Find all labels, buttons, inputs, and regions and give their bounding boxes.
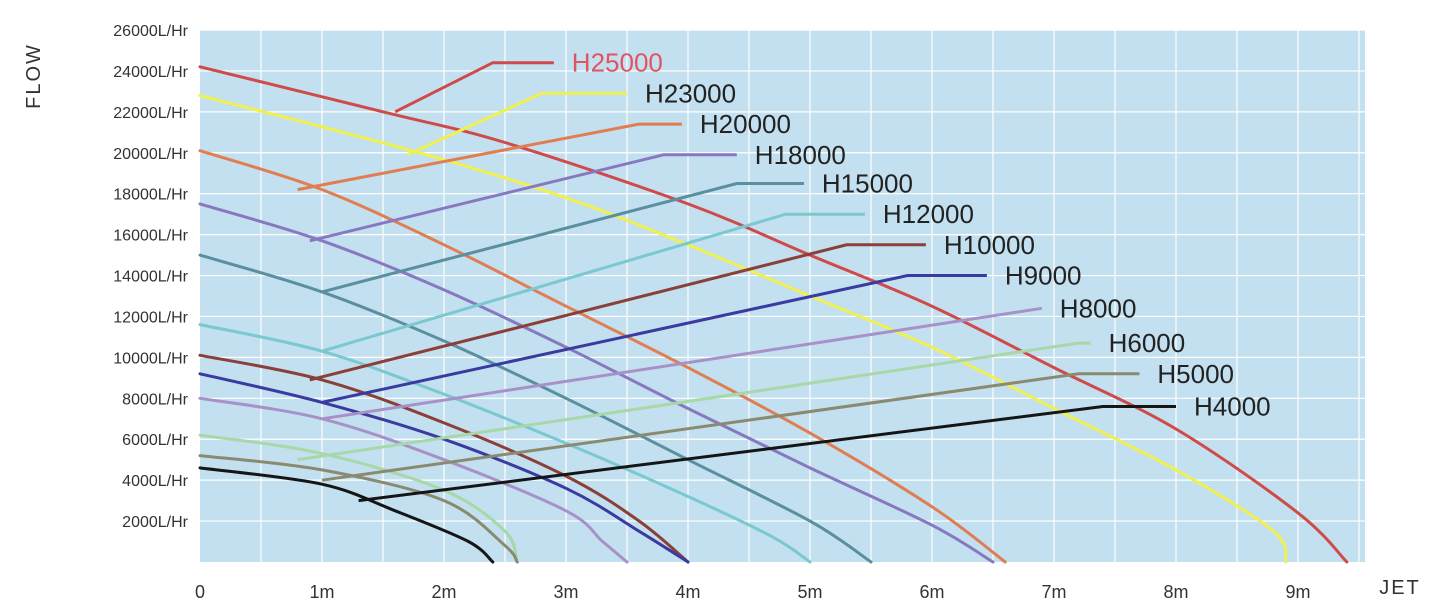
series-curve-h18000	[198, 202, 995, 564]
x-tick-label: 8m	[1163, 582, 1188, 602]
series-leader-h5000	[321, 372, 1140, 482]
series-leader-h20000	[297, 122, 682, 192]
series-curve-h12000	[198, 323, 812, 564]
y-tick-label: 18000L/Hr	[113, 187, 188, 204]
series-leader-h25000	[394, 61, 554, 114]
x-tick-label: 4m	[675, 582, 700, 602]
series-leader-h12000	[321, 212, 865, 353]
x-tick-label: 7m	[1041, 582, 1066, 602]
x-tick-label: 6m	[919, 582, 944, 602]
series-leader-h15000	[321, 182, 804, 294]
series-curve-h8000	[198, 396, 629, 564]
series-label-h10000: H10000	[944, 230, 1035, 260]
series-label-h18000: H18000	[755, 140, 846, 170]
series-label-h23000: H23000	[645, 78, 736, 108]
series-leader-h18000	[309, 153, 737, 243]
y-axis-title: FLOW	[23, 43, 45, 109]
series-label-h15000: H15000	[822, 169, 913, 199]
series-labels: H25000H23000H20000H18000H15000H12000H100…	[572, 48, 1271, 422]
series-label-h5000: H5000	[1157, 359, 1234, 389]
y-tick-label: 4000L/Hr	[122, 473, 188, 490]
series-label-h9000: H9000	[1005, 261, 1082, 291]
series-leader-h23000	[406, 91, 627, 157]
y-tick-label: 2000L/Hr	[122, 514, 188, 531]
series-label-h4000: H4000	[1194, 392, 1271, 422]
y-tick-label: 8000L/Hr	[122, 391, 188, 408]
x-tick-labels: 0 1m 2m 3m 4m 5m 6m 7m 8m 9m	[195, 582, 1311, 602]
y-tick-label: 26000L/Hr	[113, 23, 188, 40]
series-curve-h25000	[198, 65, 1349, 564]
x-tick-label: 3m	[553, 582, 578, 602]
y-tick-label: 6000L/Hr	[122, 432, 188, 449]
series-curve-h20000	[198, 149, 1007, 564]
series-curve-h4000	[198, 466, 495, 564]
series-label-h12000: H12000	[883, 199, 974, 229]
series-leader-h10000	[309, 243, 926, 382]
y-tick-label: 16000L/Hr	[113, 228, 188, 245]
y-tick-labels: 2000L/Hr 4000L/Hr 6000L/Hr 8000L/Hr 10000L/H…	[113, 23, 188, 531]
series-label-h20000: H20000	[700, 109, 791, 139]
series-leader-h4000	[358, 405, 1176, 503]
y-tick-label: 12000L/Hr	[113, 310, 188, 327]
series-leader-h6000	[297, 341, 1091, 462]
x-tick-label: 0	[195, 582, 205, 602]
series-curve-h9000	[198, 372, 690, 564]
y-tick-label: 22000L/Hr	[113, 105, 188, 122]
series-label-h25000: H25000	[572, 48, 663, 78]
x-tick-label: 2m	[431, 582, 456, 602]
x-tick-label: 9m	[1285, 582, 1310, 602]
series-label-h6000: H6000	[1109, 328, 1186, 358]
x-tick-label: 5m	[797, 582, 822, 602]
series-leader-h8000	[321, 306, 1043, 421]
series-curves	[198, 65, 1349, 564]
series-curve-h10000	[198, 353, 690, 564]
series-curve-h15000	[198, 253, 873, 564]
x-tick-label: 1m	[309, 582, 334, 602]
y-tick-label: 20000L/Hr	[113, 146, 188, 163]
series-leader-h9000	[321, 274, 987, 404]
series-curve-h6000	[198, 433, 519, 564]
series-leader-lines	[297, 61, 1176, 503]
x-axis-title: JET	[1379, 577, 1421, 599]
y-tick-label: 14000L/Hr	[113, 269, 188, 286]
series-label-h8000: H8000	[1060, 293, 1137, 323]
y-tick-label: 10000L/Hr	[113, 350, 188, 367]
y-tick-label: 24000L/Hr	[113, 64, 188, 81]
